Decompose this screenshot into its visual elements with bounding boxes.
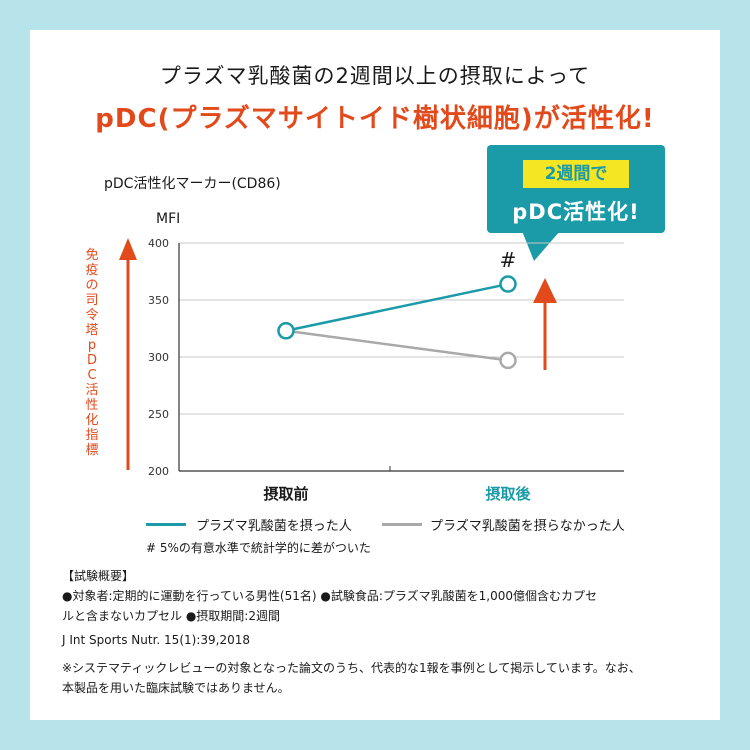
chart-subtitle: pDC活性化マーカー(CD86)	[104, 176, 281, 192]
left-arrow-head	[119, 238, 137, 260]
series-0-point-1	[499, 275, 517, 293]
callout-bottom-label: pDC活性化!	[512, 200, 640, 224]
series-1-point-1	[499, 351, 517, 370]
vertical-axis-label: 免疫の司令塔 pDC活性化指標	[85, 248, 99, 458]
y-axis-unit: MFI	[156, 211, 180, 227]
y-tick-label-350: 350	[148, 294, 169, 307]
y-tick-label-250: 250	[148, 408, 169, 421]
series-line-1	[285, 329, 509, 362]
callout-tail	[522, 231, 560, 261]
y-tick-label-200: 200	[148, 465, 169, 478]
series-0-point-0	[277, 322, 295, 340]
y-tick-label-300: 300	[148, 351, 169, 364]
callout-top-label: 2週間で	[523, 160, 629, 188]
legend-swatch-taken	[146, 523, 186, 526]
series-line-0	[285, 282, 509, 333]
headline-line2: pDC(プラズマサイトイド樹状細胞)が活性化!	[95, 104, 655, 134]
y-tick-label-400: 400	[148, 237, 169, 250]
x-category-label-0: 摂取前	[263, 485, 308, 503]
x-category-label-1: 摂取後	[485, 485, 531, 503]
legend-swatch-not-taken	[382, 523, 422, 526]
right-arrow-head	[533, 278, 557, 303]
info-reference: J Int Sports Nutr. 15(1):39,2018	[62, 633, 250, 647]
info-line2: ルと含まないカプセル ●摂取期間:2週間	[62, 609, 280, 623]
info-disclaimer1: ※システマティックレビューの対象となった論文のうち、代表的な1報を事例として掲示…	[62, 661, 641, 675]
legend-label-not-taken: プラズマ乳酸菌を摂らなかった人	[430, 519, 625, 534]
legend-label-taken: プラズマ乳酸菌を摂った人	[196, 519, 352, 534]
significance-note: # 5%の有意水準で統計学的に差がついた	[146, 541, 371, 555]
info-disclaimer2: 本製品を用いた臨床試験ではありません。	[62, 681, 290, 695]
significance-marker: #	[500, 248, 517, 272]
callout-box	[487, 145, 665, 233]
info-line1: ●対象者:定期的に運動を行っている男性(51名) ●試験食品:プラズマ乳酸菌を1…	[62, 589, 597, 603]
headline-line1: プラズマ乳酸菌の2週間以上の摂取によって	[159, 64, 591, 88]
info-heading: 【試験概要】	[62, 569, 135, 583]
